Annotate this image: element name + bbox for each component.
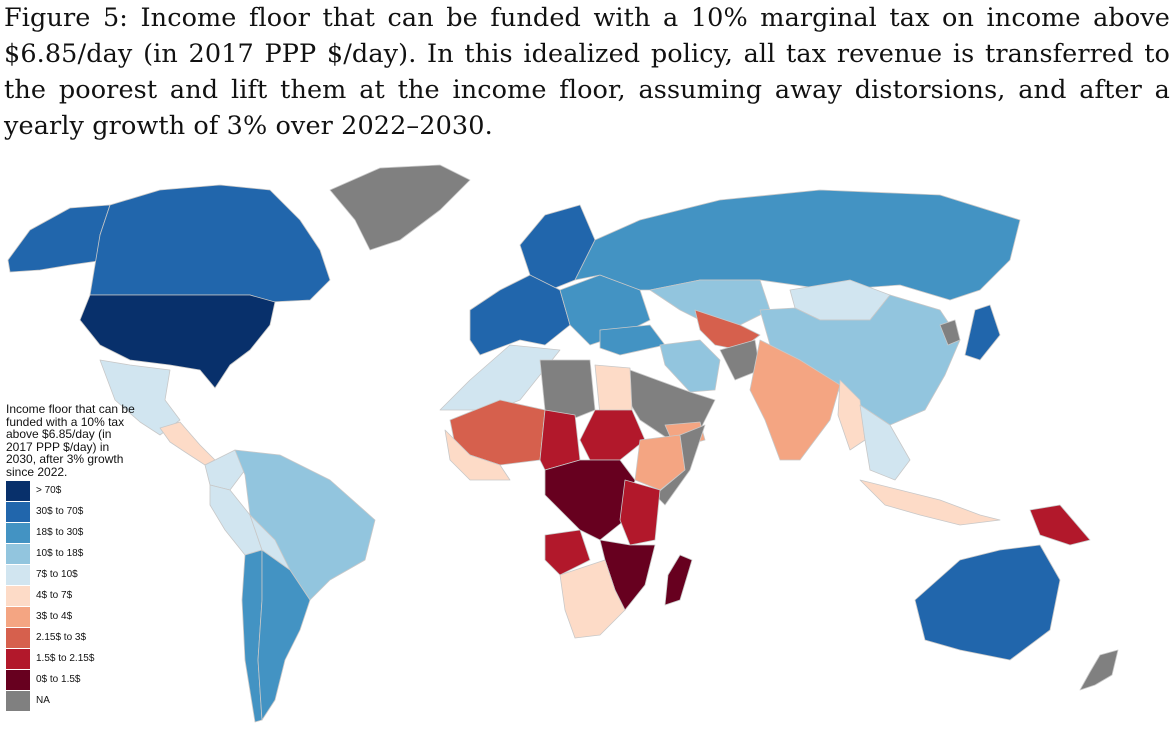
russia bbox=[574, 189, 1021, 301]
legend-item: > 70$ bbox=[6, 480, 136, 501]
legend-swatch bbox=[6, 585, 30, 606]
canada bbox=[89, 184, 331, 303]
new-zealand bbox=[1079, 649, 1119, 691]
iran bbox=[659, 339, 721, 393]
western-europe bbox=[469, 274, 571, 356]
legend-swatch bbox=[6, 543, 30, 564]
legend-swatch bbox=[6, 501, 30, 522]
legend-item: 3$ to 4$ bbox=[6, 606, 136, 627]
legend-item: NA bbox=[6, 690, 136, 711]
southern-africa bbox=[559, 559, 626, 639]
chile bbox=[241, 549, 263, 723]
sudan bbox=[579, 409, 646, 461]
legend-item: 0$ to 1.5$ bbox=[6, 669, 136, 690]
north-korea bbox=[939, 319, 961, 346]
legend-label: 0$ to 1.5$ bbox=[36, 674, 81, 685]
map-legend: Income floor that can be funded with a 1… bbox=[6, 403, 136, 711]
legend-swatch bbox=[6, 606, 30, 627]
legend-swatch bbox=[6, 480, 30, 501]
legend-swatch bbox=[6, 627, 30, 648]
legend-label: 2.15$ to 3$ bbox=[36, 632, 87, 643]
figure-caption: Figure 5: Income floor that can be funde… bbox=[4, 3, 1170, 141]
japan bbox=[964, 304, 1001, 361]
libya bbox=[539, 359, 596, 421]
turkey bbox=[599, 324, 666, 356]
legend-swatch bbox=[6, 648, 30, 669]
legend-label: NA bbox=[36, 695, 50, 706]
colombia bbox=[204, 449, 246, 491]
greenland bbox=[329, 164, 471, 251]
papua-new-guinea bbox=[1029, 504, 1091, 546]
argentina bbox=[257, 549, 311, 721]
legend-swatch bbox=[6, 690, 30, 711]
legend-label: 10$ to 18$ bbox=[36, 548, 84, 559]
myanmar bbox=[837, 379, 866, 451]
legend-swatch bbox=[6, 522, 30, 543]
legend-label: 18$ to 30$ bbox=[36, 527, 84, 538]
legend-label: 1.5$ to 2.15$ bbox=[36, 653, 95, 664]
legend-label: 7$ to 10$ bbox=[36, 569, 78, 580]
world-map bbox=[7, 164, 1119, 723]
legend-item: 10$ to 18$ bbox=[6, 543, 136, 564]
madagascar bbox=[664, 554, 693, 606]
legend-label: 30$ to 70$ bbox=[36, 506, 84, 517]
east-africa bbox=[619, 479, 661, 546]
sahel-central bbox=[539, 409, 581, 471]
mexico bbox=[99, 359, 181, 436]
australia bbox=[914, 544, 1061, 661]
legend-label: 4$ to 7$ bbox=[36, 590, 73, 601]
west-africa-coast bbox=[444, 429, 511, 481]
central-africa bbox=[544, 459, 636, 541]
southeast-asia bbox=[859, 404, 911, 481]
somalia bbox=[654, 424, 706, 506]
usa bbox=[79, 294, 276, 389]
legend-swatch bbox=[6, 669, 30, 690]
south-asia bbox=[749, 339, 841, 461]
legend-label: > 70$ bbox=[36, 485, 62, 496]
legend-item: 4$ to 7$ bbox=[6, 585, 136, 606]
kazakhstan bbox=[649, 279, 771, 326]
legend-item: 2.15$ to 3$ bbox=[6, 627, 136, 648]
central-america bbox=[159, 421, 216, 466]
south-america-north bbox=[234, 449, 376, 601]
alaska bbox=[7, 204, 111, 273]
legend-title: Income floor that can be funded with a 1… bbox=[6, 402, 135, 479]
indonesia bbox=[859, 479, 1001, 526]
legend-item: 30$ to 70$ bbox=[6, 501, 136, 522]
legend-item: 7$ to 10$ bbox=[6, 564, 136, 585]
angola bbox=[544, 529, 591, 576]
legend-item: 18$ to 30$ bbox=[6, 522, 136, 543]
legend-swatch bbox=[6, 564, 30, 585]
legend-item: 1.5$ to 2.15$ bbox=[6, 648, 136, 669]
legend-label: 3$ to 4$ bbox=[36, 611, 73, 622]
egypt bbox=[594, 364, 633, 416]
